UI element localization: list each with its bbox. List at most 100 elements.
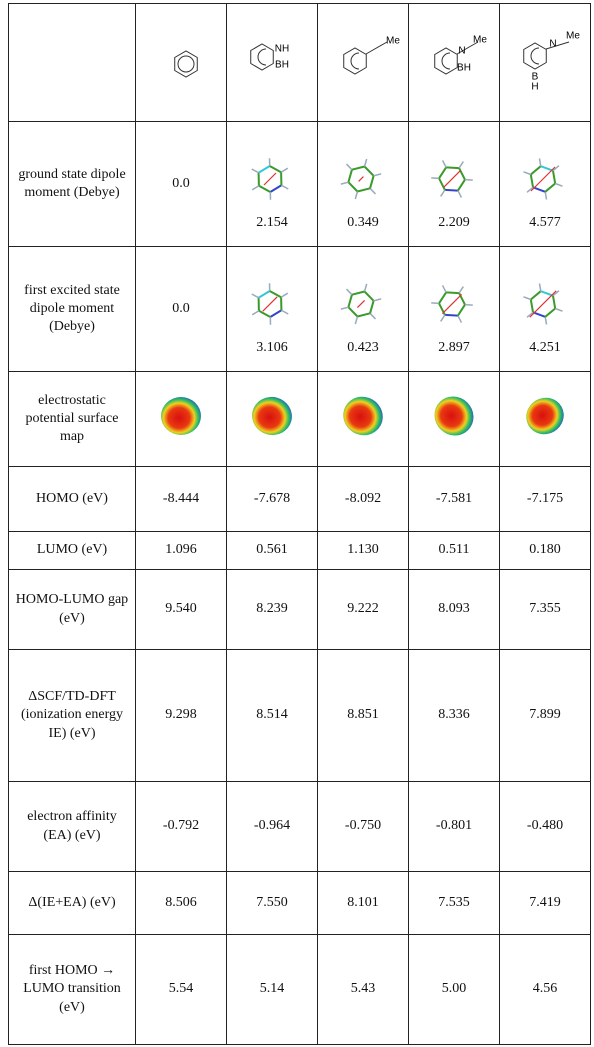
bond <box>348 182 357 191</box>
value-cell: 1.130 <box>318 532 409 570</box>
cell-value: 2.154 <box>256 204 288 246</box>
row-label: first excited state dipole moment (Debye… <box>9 247 136 372</box>
cell-value: 7.419 <box>529 895 561 910</box>
dipole-vector <box>263 297 277 311</box>
bond <box>553 295 555 308</box>
bond <box>348 169 352 182</box>
value-cell: 9.298 <box>136 650 227 782</box>
value-cell: 0.180 <box>500 532 591 570</box>
bond <box>370 301 374 314</box>
cell-value: -0.750 <box>345 818 381 833</box>
dipole-molecule <box>332 277 394 329</box>
value-cell: -0.480 <box>500 782 591 872</box>
cell-value: 4.56 <box>533 981 558 996</box>
h-bond <box>252 169 259 173</box>
cell-value: -7.678 <box>254 491 290 506</box>
aromatic-arc <box>442 53 450 69</box>
dipole-vector <box>359 176 364 181</box>
cell-value: 1.096 <box>165 542 197 557</box>
atom-label: BH <box>275 60 289 71</box>
value-cell: -8.092 <box>318 467 409 532</box>
ring <box>435 48 458 74</box>
table-row: electron affinity (EA) (eV)-0.792-0.964-… <box>9 782 591 872</box>
dipole-wrap: 3.106 <box>231 277 313 371</box>
esp-map <box>247 393 297 439</box>
h-bond <box>555 183 562 186</box>
bond <box>270 185 281 192</box>
cell-value: 0.511 <box>439 542 470 557</box>
cell-value: 8.093 <box>438 601 470 616</box>
dipole-molecule <box>241 152 303 204</box>
cell-value: 4.251 <box>529 329 561 371</box>
bond <box>445 315 458 316</box>
cell-value: 9.222 <box>347 601 379 616</box>
h-bond <box>545 317 546 325</box>
dipole-wrap: 2.209 <box>413 152 495 246</box>
bond <box>553 170 555 183</box>
value-cell: 0.0 <box>136 247 227 372</box>
bond <box>439 167 446 178</box>
esp-surface <box>248 393 296 439</box>
h-bond <box>370 313 375 319</box>
value-cell: 8.239 <box>227 570 318 650</box>
h-bond <box>347 164 352 170</box>
dipole-molecule <box>514 277 576 329</box>
structure-cell <box>136 4 227 122</box>
value-cell: 7.535 <box>409 872 500 935</box>
bond <box>446 292 459 293</box>
dipole-vector <box>530 291 556 317</box>
h-bond <box>252 294 259 298</box>
value-cell: 4.251 <box>500 247 591 372</box>
bond <box>445 190 458 191</box>
value-cell: 1.096 <box>136 532 227 570</box>
cell-value: 8.851 <box>347 707 379 722</box>
cell-value: -8.444 <box>163 491 199 506</box>
cell-value: 5.54 <box>169 981 194 996</box>
dipole-molecule <box>332 152 394 204</box>
value-cell: 0.561 <box>227 532 318 570</box>
bond <box>370 176 374 189</box>
value-cell: 8.336 <box>409 650 500 782</box>
aromatic-arc <box>258 49 266 65</box>
table-row: electrostatic potential surface map <box>9 372 591 467</box>
bond <box>357 188 370 191</box>
bond <box>366 42 387 54</box>
structure: Me <box>323 24 403 94</box>
table-row: first excited state dipole moment (Debye… <box>9 247 591 372</box>
cell-value: 0.0 <box>172 301 190 316</box>
row-label: HOMO (eV) <box>9 467 136 532</box>
h-bond <box>539 158 540 166</box>
cell-value: 8.336 <box>438 707 470 722</box>
h-bond <box>341 307 349 309</box>
h-bond <box>355 316 357 324</box>
value-cell <box>409 372 500 467</box>
atom-label: N <box>458 46 465 57</box>
table-row: LUMO (eV)1.0960.5611.1300.5110.180 <box>9 532 591 570</box>
row-label: ΔSCF/TD-DFT (ionization energy IE) (eV) <box>9 650 136 782</box>
value-cell: 7.550 <box>227 872 318 935</box>
cell-value: 5.00 <box>442 981 467 996</box>
esp-surface <box>429 393 479 439</box>
bond <box>545 308 555 316</box>
bond <box>439 303 445 315</box>
atom-label: N <box>549 39 556 50</box>
h-bond <box>523 297 530 300</box>
h-bond <box>374 174 382 176</box>
value-cell: 2.209 <box>409 122 500 247</box>
structure <box>141 24 221 94</box>
h-bond <box>458 190 462 197</box>
value-cell: -7.175 <box>500 467 591 532</box>
table-row: Δ(IE+EA) (eV)8.5067.5508.1017.5357.419 <box>9 872 591 935</box>
atom-label: Me <box>566 31 580 42</box>
h-bond <box>374 299 382 301</box>
value-cell <box>227 372 318 467</box>
bond <box>270 291 281 297</box>
value-cell: 4.56 <box>500 935 591 1045</box>
cell-value: 3.106 <box>256 329 288 371</box>
h-bond <box>459 286 463 293</box>
bond <box>270 166 281 172</box>
value-cell <box>318 372 409 467</box>
cell-value: -0.964 <box>254 818 290 833</box>
cell-value: 8.514 <box>256 707 288 722</box>
